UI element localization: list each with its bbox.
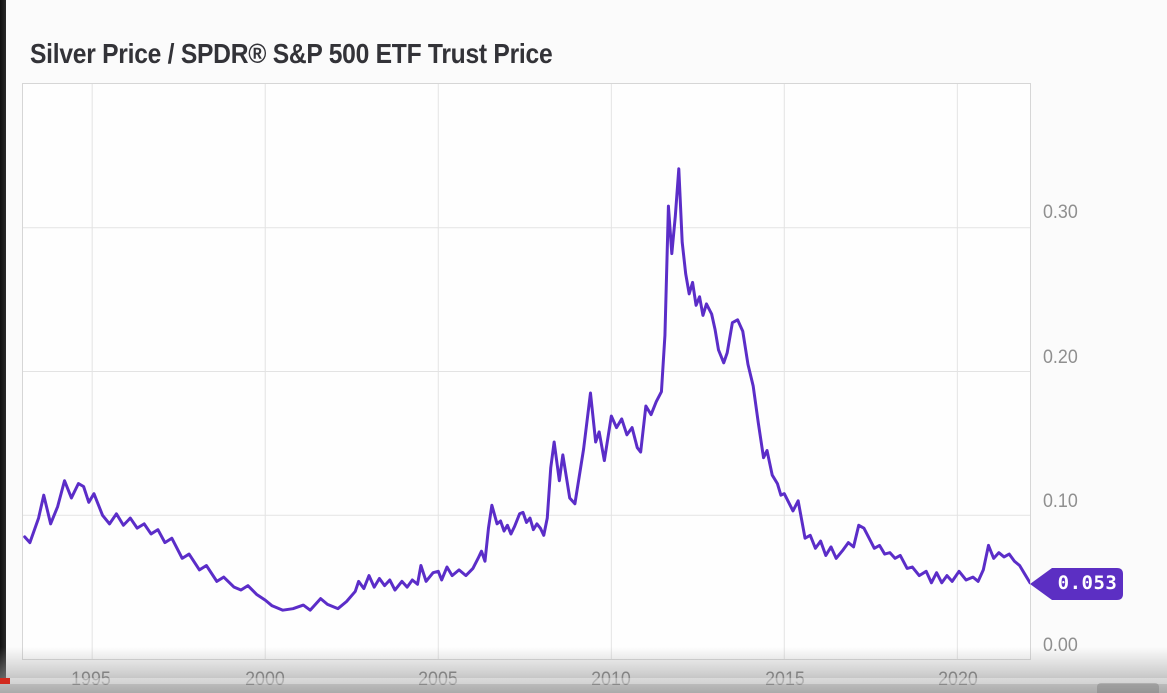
y-tick-label-0.30: 0.30 xyxy=(1043,202,1078,224)
player-control-shadow xyxy=(1097,683,1159,693)
y-tick-label-0.10: 0.10 xyxy=(1043,490,1078,512)
plot-area[interactable] xyxy=(22,83,1031,660)
video-progress-bar[interactable] xyxy=(0,678,1167,684)
y-tick-label-0.20: 0.20 xyxy=(1043,346,1078,368)
price-tag-shape xyxy=(1030,567,1123,600)
last-price-value: 0.053 xyxy=(1057,571,1118,594)
y-tick-label-0.00: 0.00 xyxy=(1043,635,1078,656)
chart-title: Silver Price / SPDR® S&P 500 ETF Trust P… xyxy=(30,38,553,69)
letterbox-bar xyxy=(0,0,6,678)
video-progress-played xyxy=(0,678,10,684)
series-line xyxy=(23,167,1030,612)
last-price-badge: 0.053 xyxy=(1029,565,1125,603)
price-ratio-line-chart xyxy=(23,84,1030,659)
